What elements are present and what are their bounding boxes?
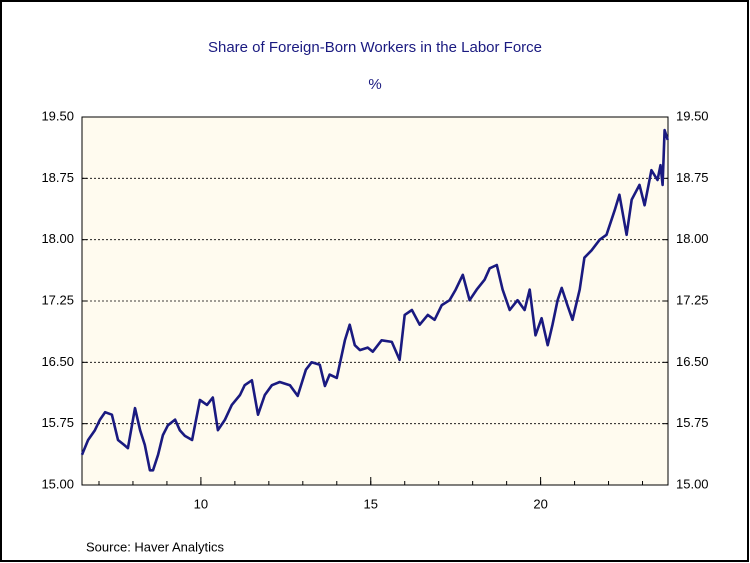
- y2-tick-label: 18.00: [676, 231, 709, 246]
- y2-tick-label: 19.50: [676, 108, 709, 123]
- x-tick-label: 15: [364, 496, 378, 511]
- source-note: Source: Haver Analytics: [86, 539, 225, 554]
- y-tick-label: 15.00: [41, 476, 74, 491]
- chart-title: Share of Foreign-Born Workers in the Lab…: [208, 39, 542, 56]
- y-tick-label: 17.25: [41, 292, 74, 307]
- y-tick-label: 18.00: [41, 231, 74, 246]
- y2-tick-label: 16.50: [676, 354, 709, 369]
- y-tick-label: 18.75: [41, 170, 74, 185]
- series-line: [80, 128, 669, 472]
- y-tick-label: 16.50: [41, 354, 74, 369]
- y-tick-label: 15.75: [41, 415, 74, 430]
- y2-tick-label: 15.00: [676, 476, 709, 491]
- y2-tick-label: 18.75: [676, 170, 709, 185]
- y2-tick-label: 17.25: [676, 292, 709, 307]
- chart-subtitle: %: [368, 76, 381, 93]
- x-tick-label: 20: [533, 496, 547, 511]
- y2-tick-label: 15.75: [676, 415, 709, 430]
- y-tick-label: 19.50: [41, 108, 74, 123]
- x-tick-label: 10: [194, 496, 208, 511]
